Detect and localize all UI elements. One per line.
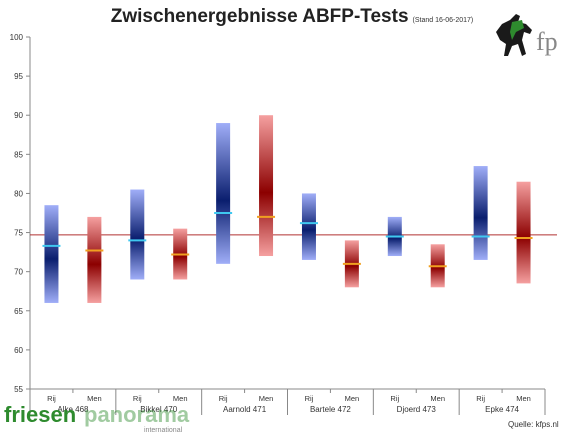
group-label: Bartele 472 <box>310 405 351 414</box>
bar-label: Rij <box>133 394 142 403</box>
bar-label: Rij <box>47 394 56 403</box>
group-label: Aarnold 471 <box>223 405 267 414</box>
y-tick-label: 80 <box>14 189 23 198</box>
range-bar <box>216 123 231 264</box>
kfps-horse-logo: fp <box>496 14 558 56</box>
source-note: Quelle: kfps.nl <box>508 420 559 429</box>
range-bar <box>301 193 316 260</box>
group-label: Djoerd 473 <box>397 405 437 414</box>
y-tick-label: 75 <box>14 229 23 238</box>
bar-label: Men <box>87 394 102 403</box>
group-label: Epke 474 <box>485 405 519 414</box>
range-bar <box>44 205 59 303</box>
bar-label: Men <box>259 394 274 403</box>
chart-title-row: Zwischenergebnisse ABFP-Tests (Stand 16-0… <box>0 6 584 28</box>
bars-group <box>30 115 557 303</box>
chart-title: Zwischenergebnisse ABFP-Tests <box>110 6 409 27</box>
brand-tagline: international <box>144 427 183 434</box>
bar-label: Men <box>516 394 531 403</box>
brand-part2: panorama <box>84 402 190 427</box>
chart-subtitle: (Stand 16-06-2017) <box>412 17 474 24</box>
group-label: Alke 468 <box>57 405 89 414</box>
y-tick-label: 60 <box>14 346 23 355</box>
y-tick-label: 100 <box>10 33 24 42</box>
y-tick-label: 65 <box>14 307 23 316</box>
axes-group: 55 60 65 70 75 80 85 90 95 100 <box>10 33 546 415</box>
group-label: Bikkel 470 <box>140 405 177 414</box>
logo-letters: fp <box>536 27 558 56</box>
y-tick-label: 85 <box>14 150 23 159</box>
green-accent-icon <box>510 20 524 40</box>
bar-label: Rij <box>476 394 485 403</box>
y-tick-label: 95 <box>14 72 23 81</box>
y-tick-label: 55 <box>14 385 23 394</box>
bar-label: Men <box>173 394 188 403</box>
bar-label: Rij <box>390 394 399 403</box>
bar-label: Men <box>430 394 445 403</box>
y-tick-label: 70 <box>14 268 23 277</box>
brand-part1: friesen <box>4 402 76 427</box>
bar-label: Rij <box>219 394 228 403</box>
range-bar <box>87 216 102 303</box>
range-bar <box>130 189 145 280</box>
bar-label: Men <box>345 394 360 403</box>
y-tick-label: 90 <box>14 111 23 120</box>
bar-label: Rij <box>305 394 314 403</box>
friesenpanorama-logo: friesen panorama international <box>4 402 190 434</box>
range-bar <box>516 181 531 284</box>
range-bar <box>259 115 274 257</box>
range-bar <box>473 166 488 260</box>
